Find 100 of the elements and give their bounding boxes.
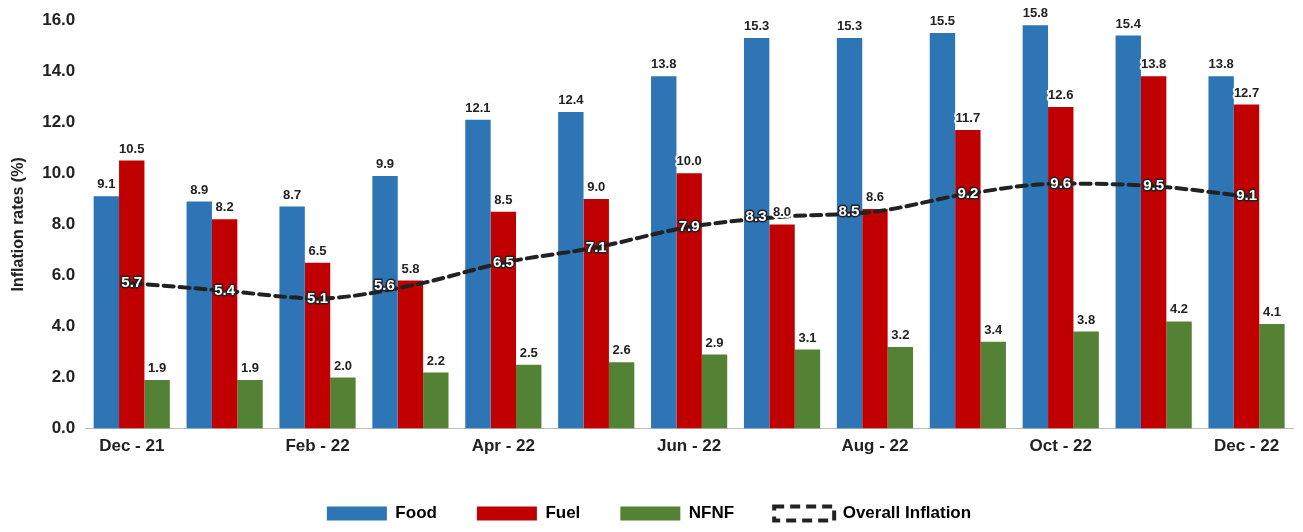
- data-label: 6.5: [308, 242, 327, 258]
- data-label: 9.1: [97, 176, 116, 192]
- bar: [862, 209, 888, 429]
- bar: [279, 206, 305, 429]
- y-tick-label: 10.0: [42, 163, 76, 183]
- y-tick-label: 2.0: [51, 367, 76, 387]
- data-label: 8.2: [215, 199, 234, 215]
- bar: [1233, 104, 1260, 429]
- data-label: 8.9: [190, 181, 209, 197]
- data-label: 5.8: [401, 260, 420, 276]
- legend-label: Overall Inflation: [842, 503, 972, 523]
- bar: [397, 280, 424, 429]
- bar: [144, 380, 170, 429]
- data-label: 8.6: [865, 189, 884, 205]
- y-axis-title: Inflation rates (%): [9, 157, 27, 292]
- data-label: 12.1: [465, 99, 491, 115]
- bar: [516, 364, 542, 429]
- bar: [237, 380, 263, 429]
- data-label: 3.2: [891, 327, 910, 342]
- bar: [1140, 76, 1167, 429]
- data-label: 5.6: [374, 275, 395, 293]
- data-label: 13.8: [1208, 56, 1234, 72]
- y-tick-label: 0.0: [51, 418, 76, 438]
- bar: [929, 32, 956, 429]
- bar: [955, 129, 981, 429]
- data-label: 4.1: [1262, 304, 1281, 320]
- x-tick-label: Oct - 22: [1029, 436, 1092, 456]
- x-tick-label: Apr - 22: [471, 436, 535, 456]
- bar: [676, 173, 702, 429]
- y-tick-label: 4.0: [51, 316, 76, 336]
- y-tick-label: 16.0: [42, 9, 76, 29]
- data-label: 15.4: [1115, 15, 1142, 31]
- bar: [836, 38, 863, 429]
- bar: [1166, 321, 1192, 429]
- y-tick-label: 14.0: [42, 60, 76, 80]
- data-label: 12.4: [558, 92, 585, 108]
- legend-label: Fuel: [545, 503, 581, 523]
- data-label: 12.6: [1048, 87, 1074, 103]
- bar: [980, 341, 1006, 429]
- data-label: 13.8: [651, 56, 677, 72]
- bar: [330, 377, 356, 429]
- data-label: 15.3: [744, 18, 770, 34]
- data-label: 9.9: [376, 155, 395, 171]
- x-tick-label: Feb - 22: [285, 436, 350, 456]
- data-label: 9.6: [1050, 173, 1072, 191]
- bar: [769, 224, 795, 429]
- bar: [701, 354, 728, 429]
- bar: [465, 119, 491, 429]
- data-label: 5.4: [214, 280, 236, 298]
- bar: [887, 346, 914, 429]
- bar: [583, 198, 609, 429]
- bar: [211, 219, 238, 429]
- data-label: 9.2: [957, 183, 979, 201]
- data-label: 15.5: [929, 13, 956, 29]
- data-label: 13.8: [1140, 56, 1167, 72]
- x-tick-label: Dec - 22: [1213, 436, 1280, 456]
- y-tick-label: 12.0: [42, 111, 76, 131]
- data-label: 15.8: [1022, 5, 1049, 21]
- data-label: 2.6: [612, 342, 631, 358]
- bar: [743, 38, 770, 429]
- legend-label: Food: [395, 503, 437, 523]
- y-tick-label: 6.0: [51, 265, 76, 285]
- bar: [119, 160, 145, 429]
- data-label: 3.4: [984, 321, 1004, 337]
- data-label: 2.9: [705, 334, 724, 350]
- bar: [1259, 323, 1285, 429]
- data-label: 9.5: [1143, 176, 1165, 194]
- bar: [93, 196, 120, 429]
- x-tick-label: Dec - 21: [99, 436, 165, 456]
- bar: [794, 349, 821, 429]
- data-label: 2.0: [333, 357, 352, 373]
- data-label: 9.1: [1236, 186, 1257, 204]
- bar: [1048, 106, 1074, 429]
- data-label: 8.7: [283, 186, 302, 202]
- data-label: 6.5: [492, 252, 514, 270]
- bar: [1022, 25, 1049, 429]
- bar: [490, 211, 517, 429]
- data-label: 10.5: [119, 140, 145, 156]
- legend-label: NFNF: [688, 503, 735, 523]
- data-label: 5.7: [121, 273, 143, 291]
- x-tick-label: Jun - 22: [657, 436, 722, 456]
- bar: [1115, 35, 1141, 429]
- data-label: 5.1: [307, 288, 328, 306]
- data-label: 3.8: [1077, 311, 1096, 327]
- data-label: 9.0: [587, 178, 606, 194]
- data-label: 1.9: [240, 360, 260, 376]
- bar: [1208, 76, 1234, 429]
- data-label: 4.2: [1170, 301, 1189, 317]
- data-label: 8.5: [494, 191, 513, 207]
- data-label: 12.7: [1233, 84, 1260, 100]
- bar: [423, 372, 449, 429]
- data-label: 2.2: [426, 352, 445, 368]
- data-label: 10.0: [676, 153, 702, 169]
- bar: [651, 76, 677, 429]
- data-label: 3.1: [798, 329, 817, 345]
- bar: [372, 175, 398, 429]
- data-label: 11.7: [955, 110, 981, 126]
- x-tick-label: Aug - 22: [841, 436, 909, 456]
- bar: [186, 201, 212, 429]
- bar: [304, 262, 331, 429]
